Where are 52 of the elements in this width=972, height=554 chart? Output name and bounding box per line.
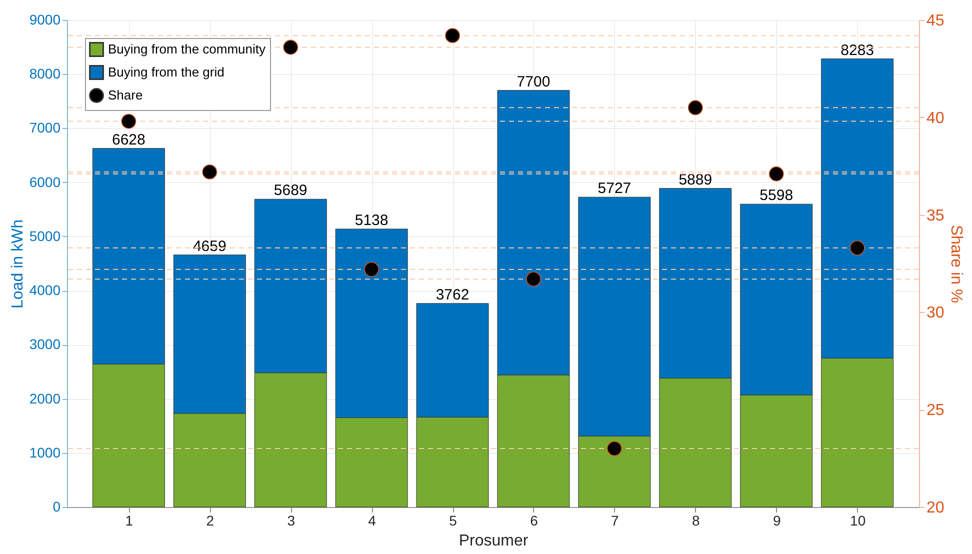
total-label: 3762 xyxy=(436,286,470,304)
legend-label: Buying from the community xyxy=(108,42,266,56)
x-tick-label: 8 xyxy=(692,512,700,528)
total-label: 7700 xyxy=(516,73,550,90)
y-tick-label: 7000 xyxy=(29,120,61,136)
point xyxy=(688,100,703,116)
point xyxy=(445,28,460,44)
x-tick-label: 2 xyxy=(206,512,214,528)
point xyxy=(364,262,380,277)
x-tick-label: 6 xyxy=(530,512,538,528)
y2-tick-label: 20 xyxy=(926,500,944,516)
y-tick-label: 5000 xyxy=(29,228,61,244)
total-label: 5889 xyxy=(678,171,712,188)
total-label: 5598 xyxy=(760,187,794,204)
x-tick-label: 10 xyxy=(850,512,866,528)
total-label: 8283 xyxy=(840,42,874,59)
total-label: 6628 xyxy=(112,131,146,148)
y2-tick-label: 45 xyxy=(926,12,944,30)
y-tick-label: 1000 xyxy=(29,444,61,460)
total-label: 5138 xyxy=(354,212,388,229)
x-tick-label: 7 xyxy=(611,512,620,528)
y-tick-label: 9000 xyxy=(29,12,61,28)
point xyxy=(283,40,298,55)
x-tick-label: 1 xyxy=(125,512,134,528)
y-tick-label: 4000 xyxy=(29,282,61,298)
y2-tick-label: 40 xyxy=(926,110,944,127)
x-axis-title: Prosumer xyxy=(458,532,529,550)
legend-label: Buying from the grid xyxy=(108,64,224,80)
y-tick-label: 2000 xyxy=(29,390,61,406)
y-axis-title: Load in kWh xyxy=(9,220,26,308)
y2-axis-title: Share in % xyxy=(947,224,964,304)
x-tick-label: 4 xyxy=(368,512,376,528)
x-tick-label: 9 xyxy=(772,512,781,528)
total-label: 5689 xyxy=(274,182,308,200)
y-tick-label: 0 xyxy=(52,498,61,514)
point xyxy=(606,441,622,456)
point xyxy=(202,164,218,180)
point xyxy=(850,240,865,256)
y-tick-label: 6000 xyxy=(29,174,61,190)
point xyxy=(768,166,784,182)
point xyxy=(526,272,541,287)
y2-tick-label: 30 xyxy=(926,304,944,322)
y2-tick-label: 25 xyxy=(926,402,944,420)
legend-label: Share xyxy=(108,88,143,102)
x-tick-label: 5 xyxy=(449,512,458,528)
total-label: 5727 xyxy=(598,180,632,198)
y-tick-label: 8000 xyxy=(29,66,61,82)
y-tick-label: 3000 xyxy=(29,336,61,352)
y2-tick-label: 35 xyxy=(926,207,944,224)
total-label: 4659 xyxy=(192,238,226,255)
x-tick-label: 3 xyxy=(287,512,296,528)
point xyxy=(121,114,136,129)
